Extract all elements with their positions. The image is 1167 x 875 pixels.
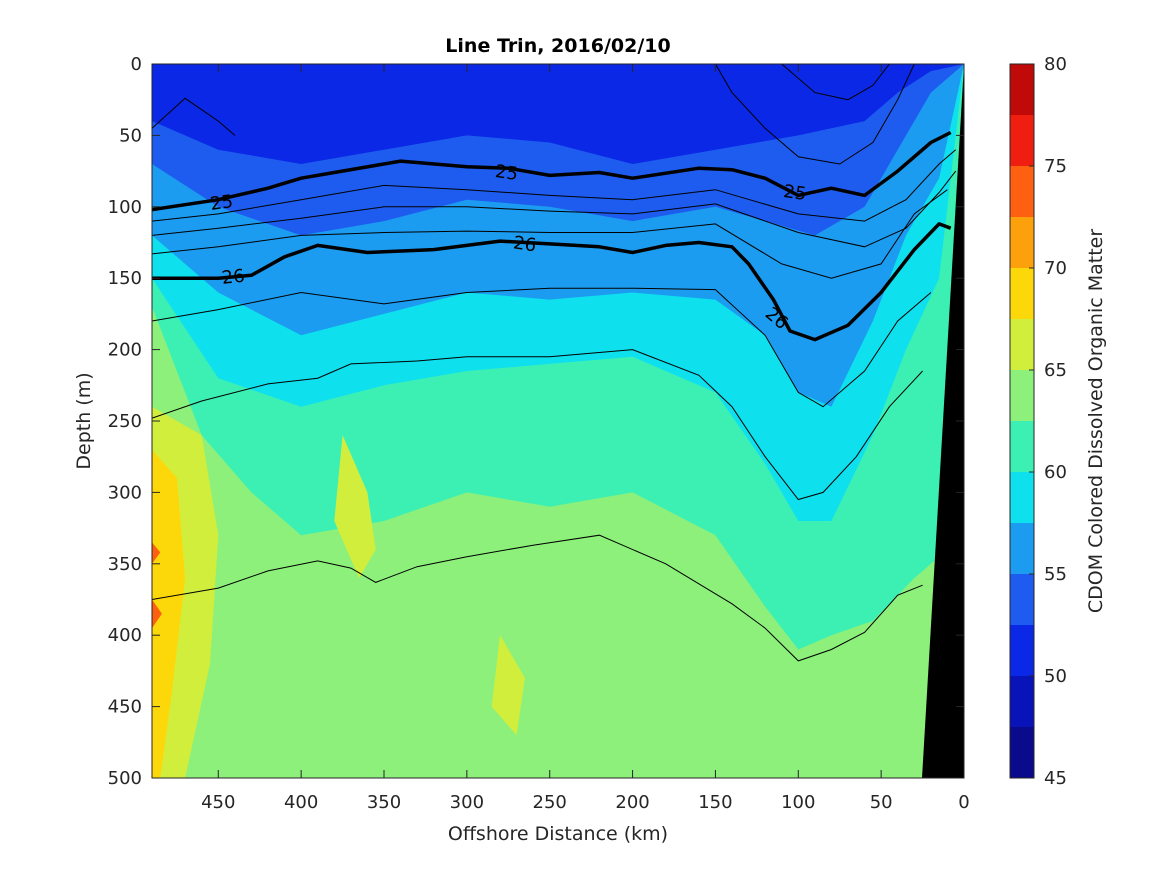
thin-contour-8 [781, 64, 890, 101]
y-tick-label: 450 [108, 697, 142, 718]
contour-patch-3 [491, 635, 525, 736]
contour-patch-4 [152, 599, 162, 629]
thin-density-contours [152, 64, 957, 662]
colorbar-level-77.5 [1010, 64, 1034, 115]
contour-label-4: 26 [512, 232, 538, 256]
colorbar-tick-label: 65 [1044, 360, 1067, 381]
colorbar-level-65 [1010, 319, 1034, 370]
x-tick-label: 150 [698, 792, 732, 813]
y-tick-label: 300 [108, 482, 142, 503]
y-axis-label: Depth (m) [73, 372, 95, 469]
y-tick-label: 0 [131, 54, 142, 75]
density-contours [152, 130, 952, 342]
chart-title: Line Trin, 2016/02/10 [445, 35, 670, 57]
colorbar-level-72.5 [1010, 166, 1034, 217]
x-axis-label: Offshore Distance (km) [448, 823, 668, 845]
colorbar-level-70 [1010, 217, 1034, 268]
x-tick-label: 400 [284, 792, 318, 813]
colorbar-label: CDOM Colored Dissolved Organic Matter [1085, 229, 1107, 613]
y-tick-label: 100 [108, 197, 142, 218]
thin-contour-2 [152, 189, 948, 279]
thin-contour-4 [152, 349, 923, 501]
x-axis: 450 400 350 300 250 200 150 100 50 0 [201, 64, 970, 813]
x-tick-label: 50 [870, 792, 893, 813]
thin-contour-6 [152, 97, 236, 136]
contour-patch-1 [152, 449, 186, 778]
y-tick-label: 500 [108, 768, 142, 789]
colorbar-tick-label: 45 [1044, 768, 1067, 789]
colorbar-level-57.5 [1010, 472, 1034, 523]
y-tick-label: 400 [108, 625, 142, 646]
colorbar-level-67.5 [1010, 268, 1034, 319]
filled-contour-bands [152, 64, 964, 778]
colorbar-tick-label: 50 [1044, 666, 1067, 687]
y-tick-label: 250 [108, 411, 142, 432]
colorbar-level-60 [1010, 421, 1034, 472]
colorbar-ticks: 45 50 55 60 65 70 75 80 [1029, 54, 1067, 789]
thin-contour-0 [152, 149, 957, 222]
y-tick-label: 350 [108, 554, 142, 575]
thin-contour-3 [152, 287, 932, 408]
contour-patch-2 [334, 435, 376, 579]
x-tick-label: 350 [367, 792, 401, 813]
contour-label-2: 25 [782, 181, 808, 205]
contour-label-3: 26 [221, 266, 246, 289]
y-tick-label: 150 [108, 268, 142, 289]
colorbar-levels [1010, 64, 1034, 778]
thin-contour-1 [152, 170, 957, 248]
colorbar-level-75 [1010, 115, 1034, 166]
x-tick-label: 300 [450, 792, 484, 813]
thin-contour-7 [714, 64, 915, 165]
colorbar-level-62.5 [1010, 370, 1034, 421]
filled-contour-patches [152, 406, 525, 778]
colorbar-level-50 [1010, 625, 1034, 676]
thin-contour-5 [152, 534, 923, 662]
colorbar-tick-label: 80 [1044, 54, 1067, 75]
colorbar-level-55 [1010, 523, 1034, 574]
y-axis: 0 50 100 150 200 250 300 350 400 450 500 [108, 54, 964, 789]
colorbar-tick-label: 60 [1044, 462, 1067, 483]
x-tick-label: 100 [781, 792, 815, 813]
colorbar-frame [1009, 63, 1035, 779]
density-contour-1 [152, 222, 952, 342]
x-tick-label: 200 [615, 792, 649, 813]
colorbar-tick-label: 55 [1044, 564, 1067, 585]
seafloor-bathymetry [922, 64, 964, 778]
y-tick-label: 50 [119, 125, 142, 146]
x-tick-label: 0 [958, 792, 969, 813]
colorbar-level-47.5 [1010, 676, 1034, 727]
density-contour-0 [152, 130, 952, 212]
x-tick-label: 250 [533, 792, 567, 813]
colorbar-level-45 [1010, 727, 1034, 778]
colorbar-tick-label: 75 [1044, 156, 1067, 177]
colorbar-tick-label: 70 [1044, 258, 1067, 279]
contour-band-50 [152, 64, 964, 164]
contour-label-0: 25 [209, 191, 235, 215]
x-tick-label: 450 [201, 792, 235, 813]
colorbar-level-52.5 [1010, 574, 1034, 625]
colorbar: 45 50 55 60 65 70 75 80 CDOM Colored Dissolved … [1009, 54, 1107, 789]
y-tick-label: 200 [108, 340, 142, 361]
contour-patch-5 [152, 542, 161, 564]
contour-label-1: 25 [494, 161, 520, 185]
